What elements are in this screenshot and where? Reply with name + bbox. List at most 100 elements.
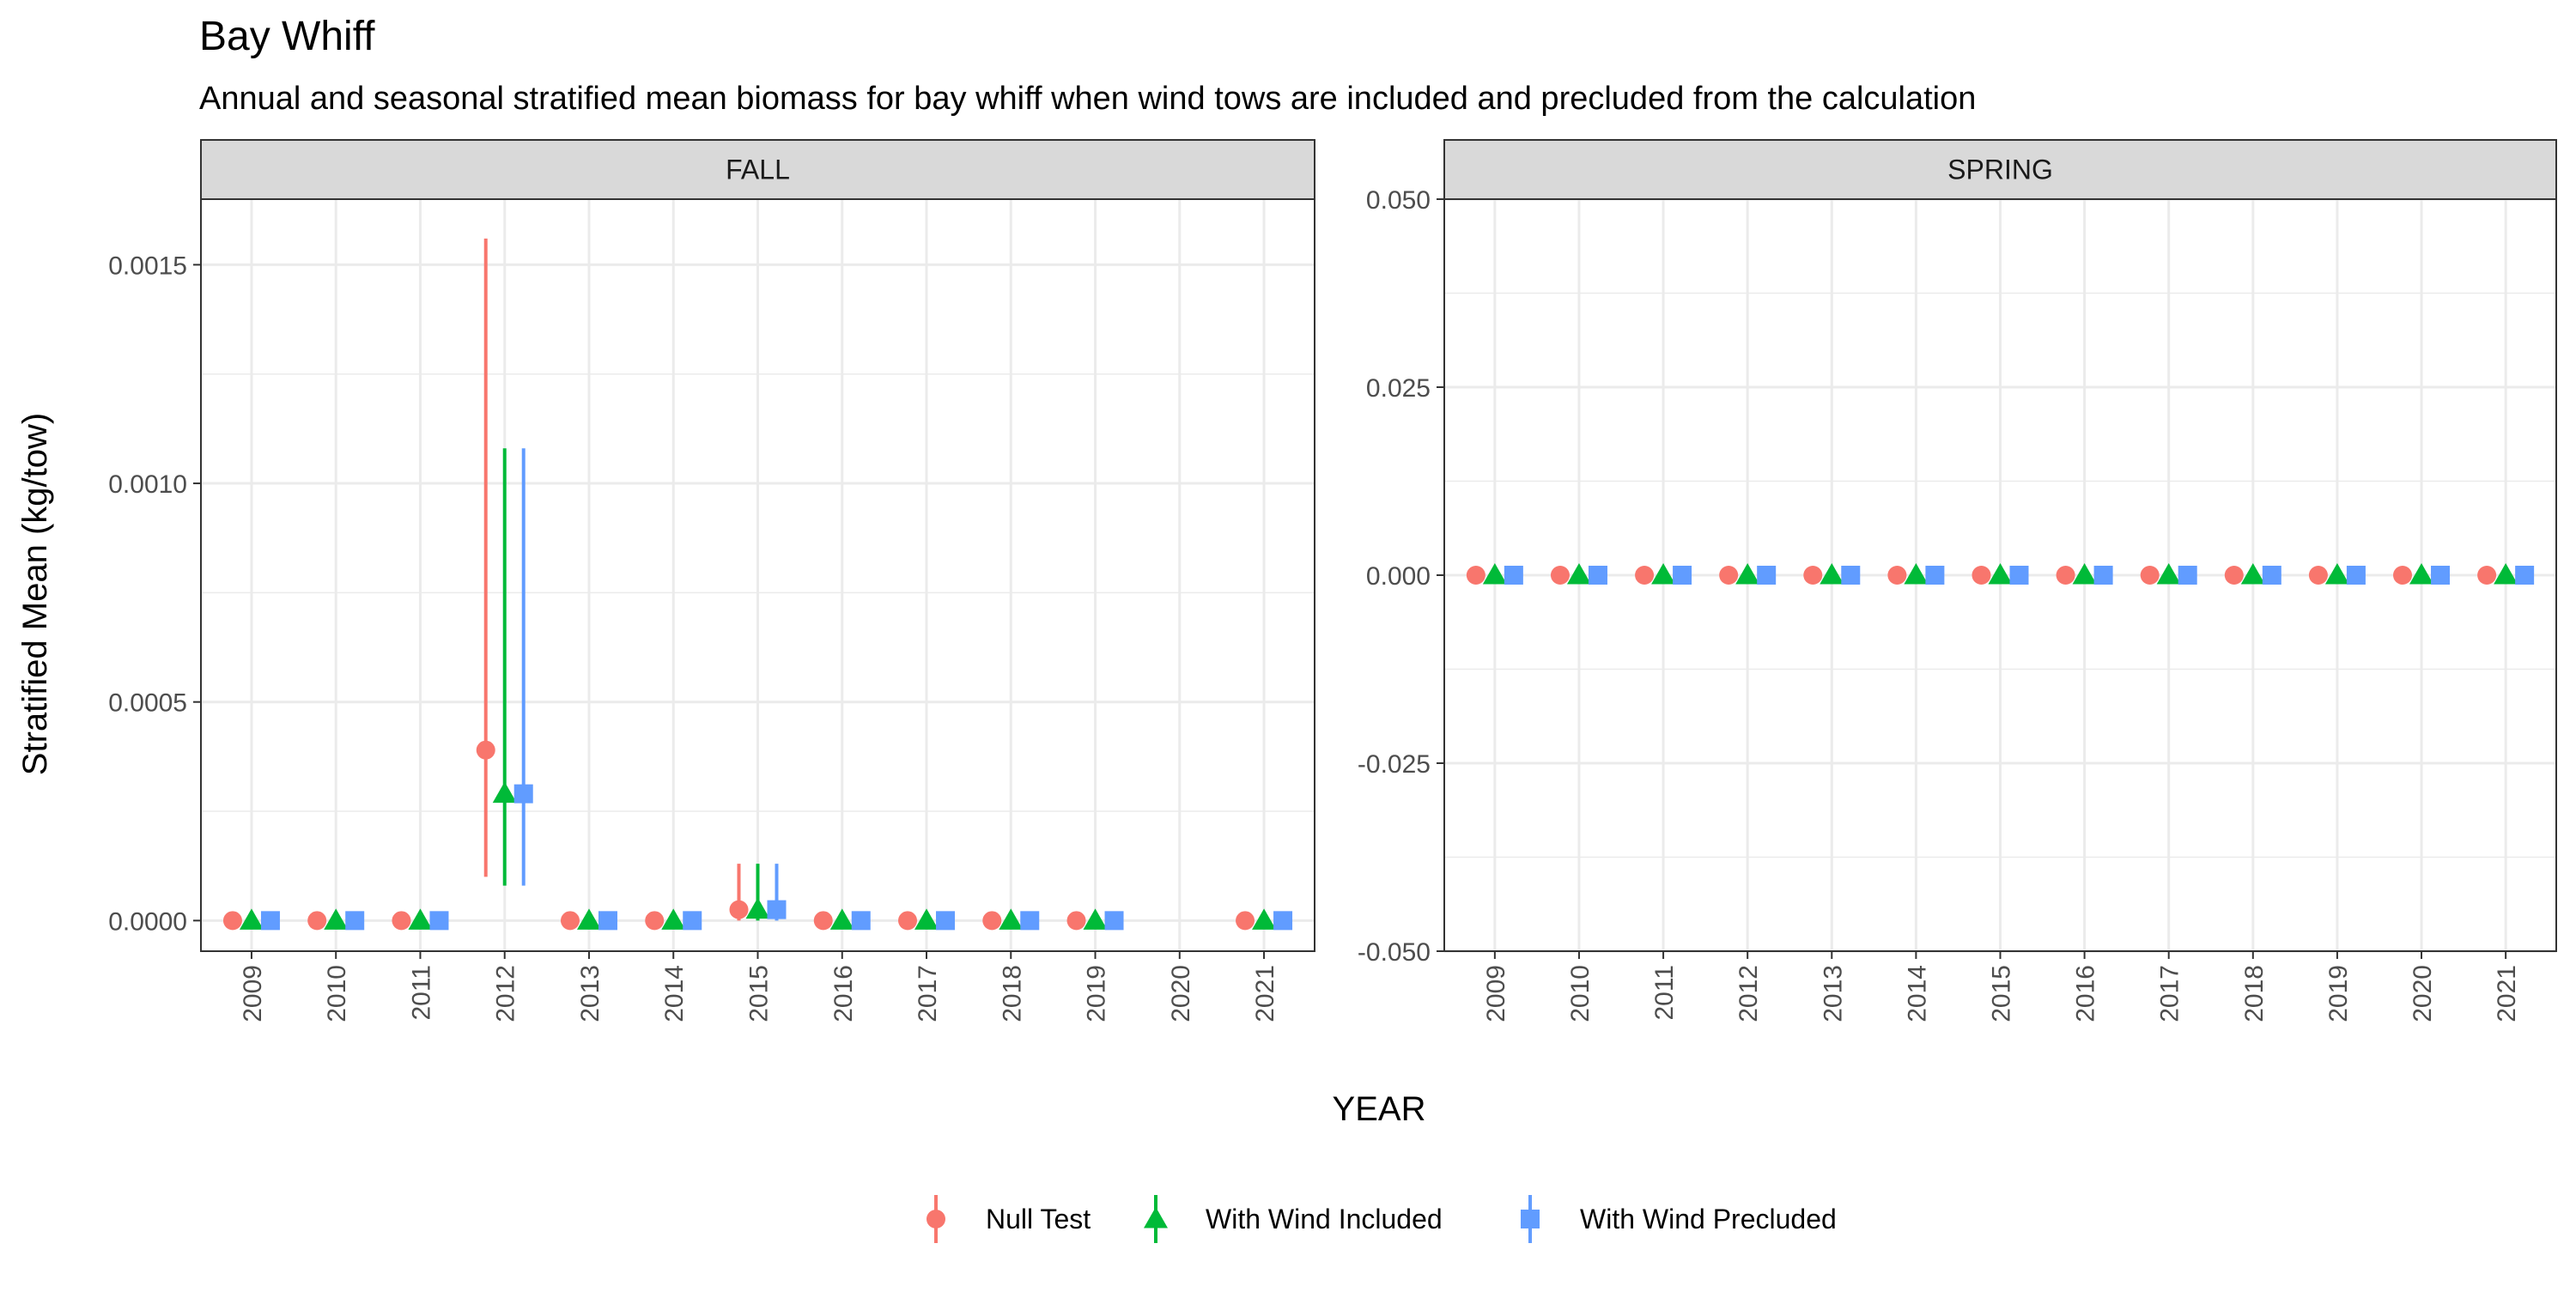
data-point [1252, 908, 1277, 930]
x-tick-label: 2018 [2240, 965, 2269, 1022]
x-tick-label: 2012 [492, 965, 520, 1022]
x-tick-label: 2020 [2409, 965, 2437, 1022]
data-point [982, 911, 1002, 931]
data-point [1550, 566, 1570, 585]
data-point [2240, 563, 2265, 585]
x-tick-label: 2019 [2324, 965, 2353, 1022]
data-point [1988, 563, 2013, 585]
data-point [2515, 566, 2535, 585]
legend-key-marker [1521, 1210, 1540, 1228]
x-tick-label: 2021 [1251, 965, 1279, 1022]
x-tick-label: 2011 [407, 965, 435, 1021]
data-point [1887, 566, 1907, 585]
x-tick-label: 2019 [1083, 965, 1111, 1022]
legend-key-marker [1144, 1207, 1168, 1228]
data-point [745, 897, 770, 919]
x-tick-label: 2009 [239, 965, 267, 1022]
data-point [560, 911, 580, 931]
data-point [392, 911, 411, 931]
strip-label: FALL [726, 155, 790, 185]
data-point [307, 911, 327, 931]
data-point [645, 911, 665, 931]
data-point [345, 911, 365, 931]
data-point [914, 908, 939, 930]
data-point [1971, 566, 1991, 585]
data-point [476, 740, 495, 760]
data-point [260, 911, 280, 931]
data-point [1273, 911, 1293, 931]
data-point [1020, 911, 1040, 931]
x-tick-label: 2017 [2156, 965, 2184, 1022]
y-tick-label: 0.025 [1366, 374, 1431, 403]
y-axis-title: Stratified Mean (kg/tow) [16, 413, 54, 775]
legend-item: Null Test [927, 1195, 1091, 1243]
data-point [1651, 563, 1676, 585]
legend-label: With Wind Included [1206, 1204, 1443, 1234]
data-point [936, 911, 956, 931]
legend: Null Test With Wind Included With Wind Pre… [927, 1195, 1837, 1243]
data-point [1104, 911, 1124, 931]
data-point [1236, 911, 1255, 931]
data-point [661, 908, 686, 930]
data-point [851, 911, 871, 931]
legend-label: Null Test [986, 1204, 1091, 1234]
data-point [898, 911, 918, 931]
data-point [1466, 566, 1485, 585]
data-point [1066, 911, 1086, 931]
x-tick-label: 2014 [660, 965, 689, 1022]
x-tick-label: 2011 [1650, 965, 1679, 1021]
data-point [2056, 566, 2075, 585]
strip-background [200, 139, 1315, 200]
legend-label: With Wind Precluded [1580, 1204, 1837, 1234]
data-point [2393, 566, 2413, 585]
y-tick-label: 0.000 [1366, 562, 1431, 591]
data-point [2494, 563, 2518, 585]
x-tick-label: 2020 [1167, 965, 1195, 1022]
x-tick-label: 2010 [1566, 965, 1595, 1022]
data-point [2072, 563, 2097, 585]
data-point [1566, 563, 1591, 585]
y-tick-label: 0.0000 [108, 907, 187, 936]
data-point [408, 908, 433, 930]
data-point [1083, 908, 1108, 930]
data-point [513, 784, 533, 804]
panel-fall: FALL 0.0000 0.0005 0.0010 0.0015 2009 2010 2011… [108, 139, 1315, 1022]
data-point [324, 908, 349, 930]
data-point [1635, 566, 1655, 585]
data-point [767, 900, 787, 919]
x-tick-label: 2012 [1735, 965, 1763, 1022]
data-point [1757, 566, 1777, 585]
data-point [2346, 566, 2366, 585]
data-point [1904, 563, 1929, 585]
chart-title: Bay Whiff [199, 14, 375, 59]
data-point [1925, 566, 1945, 585]
series-group [222, 238, 1293, 931]
x-tick-label: 2016 [829, 965, 858, 1022]
data-point [2178, 566, 2197, 585]
data-point [2262, 566, 2281, 585]
x-tick-label: 2021 [2493, 965, 2521, 1022]
data-point [2409, 563, 2434, 585]
data-point [2156, 563, 2181, 585]
series-group [1466, 563, 2535, 585]
data-point [222, 911, 242, 931]
data-point [2009, 566, 2029, 585]
legend-item: With Wind Included [1144, 1195, 1443, 1243]
data-point [2224, 566, 2244, 585]
x-axis-title: YEAR [1333, 1090, 1426, 1128]
x-tick-label: 2013 [1819, 965, 1847, 1022]
y-tick-label: -0.025 [1358, 750, 1431, 779]
data-point [2140, 566, 2160, 585]
data-point [1504, 566, 1523, 585]
data-point [1735, 563, 1760, 585]
y-tick-label: 0.0005 [108, 689, 187, 718]
panel-spring: SPRING -0.050 -0.025 0.000 0.025 0.050 2009 201… [1358, 139, 2557, 1022]
data-point [729, 900, 749, 919]
x-tick-label: 2014 [1903, 965, 1931, 1022]
x-tick-label: 2010 [323, 965, 351, 1022]
x-tick-label: 2013 [576, 965, 605, 1022]
data-point [829, 908, 854, 930]
legend-key-marker [927, 1210, 945, 1228]
